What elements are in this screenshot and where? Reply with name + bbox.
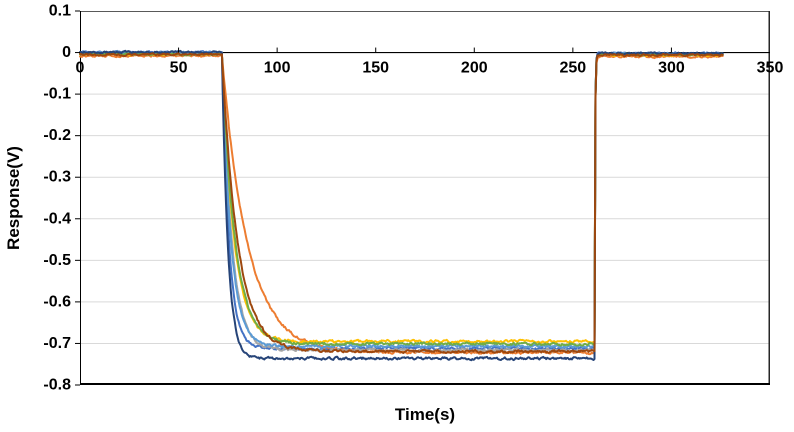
y-tick-label: -0.1 xyxy=(43,86,71,103)
x-tick-label: 200 xyxy=(461,60,488,77)
y-tick-label: 0.1 xyxy=(49,3,71,20)
x-tick-label: 50 xyxy=(170,60,188,77)
x-tick-label: 300 xyxy=(658,60,685,77)
y-tick-label: -0.2 xyxy=(43,127,71,144)
y-tick-label: 0 xyxy=(62,44,71,61)
tick-labels: 0.1 0 -0.1 -0.2 -0.3 -0.4 -0.5 -0.6 -0.7 -0.8 0 50 1… xyxy=(43,3,783,394)
y-tick-label: -0.7 xyxy=(43,335,71,352)
trace-light-blue xyxy=(79,50,724,349)
y-tick-label: -0.5 xyxy=(43,252,71,269)
trace-blue xyxy=(79,49,724,352)
y-tick-label: -0.6 xyxy=(43,293,71,310)
x-tick-label: 0 xyxy=(76,60,85,77)
x-tick-label: 150 xyxy=(362,60,389,77)
y-axis-title: Response(V) xyxy=(4,146,23,250)
y-tick-label: -0.3 xyxy=(43,169,71,186)
y-tick-label: -0.8 xyxy=(43,377,71,394)
x-tick-label: 250 xyxy=(560,60,587,77)
gridlines xyxy=(80,93,770,344)
y-tick-label: -0.4 xyxy=(43,210,71,227)
trace-gray xyxy=(79,51,724,353)
trace-gold xyxy=(79,51,724,344)
axis-ticks xyxy=(75,10,672,386)
trace-navy xyxy=(79,49,724,362)
trace-orange xyxy=(79,53,724,356)
x-tick-label: 100 xyxy=(264,60,291,77)
x-axis-title: Time(s) xyxy=(395,405,455,424)
x-tick-label: 350 xyxy=(757,60,784,77)
series-lines xyxy=(79,49,724,362)
trace-brown xyxy=(79,52,724,355)
